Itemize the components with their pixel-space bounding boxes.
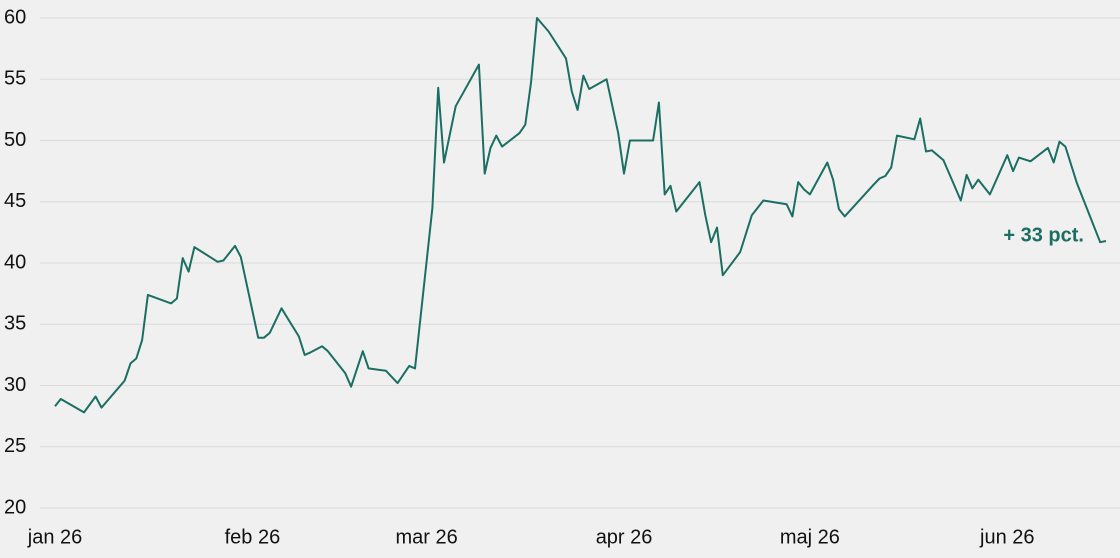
x-tick-label: apr 26 xyxy=(596,526,653,548)
x-tick-label: maj 26 xyxy=(780,526,840,548)
y-tick-label: 55 xyxy=(4,68,26,90)
y-tick-label: 30 xyxy=(4,374,26,396)
y-tick-label: 20 xyxy=(4,496,26,518)
y-tick-label: 45 xyxy=(4,190,26,212)
y-tick-label: 50 xyxy=(4,129,26,151)
annotation: + 33 pct. xyxy=(1003,224,1084,246)
y-tick-label: 35 xyxy=(4,313,26,335)
x-tick-label: feb 26 xyxy=(225,526,281,548)
y-tick-label: 25 xyxy=(4,435,26,457)
y-tick-label: 40 xyxy=(4,251,26,273)
x-tick-label: mar 26 xyxy=(395,526,457,548)
y-tick-label: 60 xyxy=(4,6,26,28)
x-tick-label: jan 26 xyxy=(27,526,83,548)
x-tick-label: jun 26 xyxy=(979,526,1035,548)
line xyxy=(54,17,1107,414)
